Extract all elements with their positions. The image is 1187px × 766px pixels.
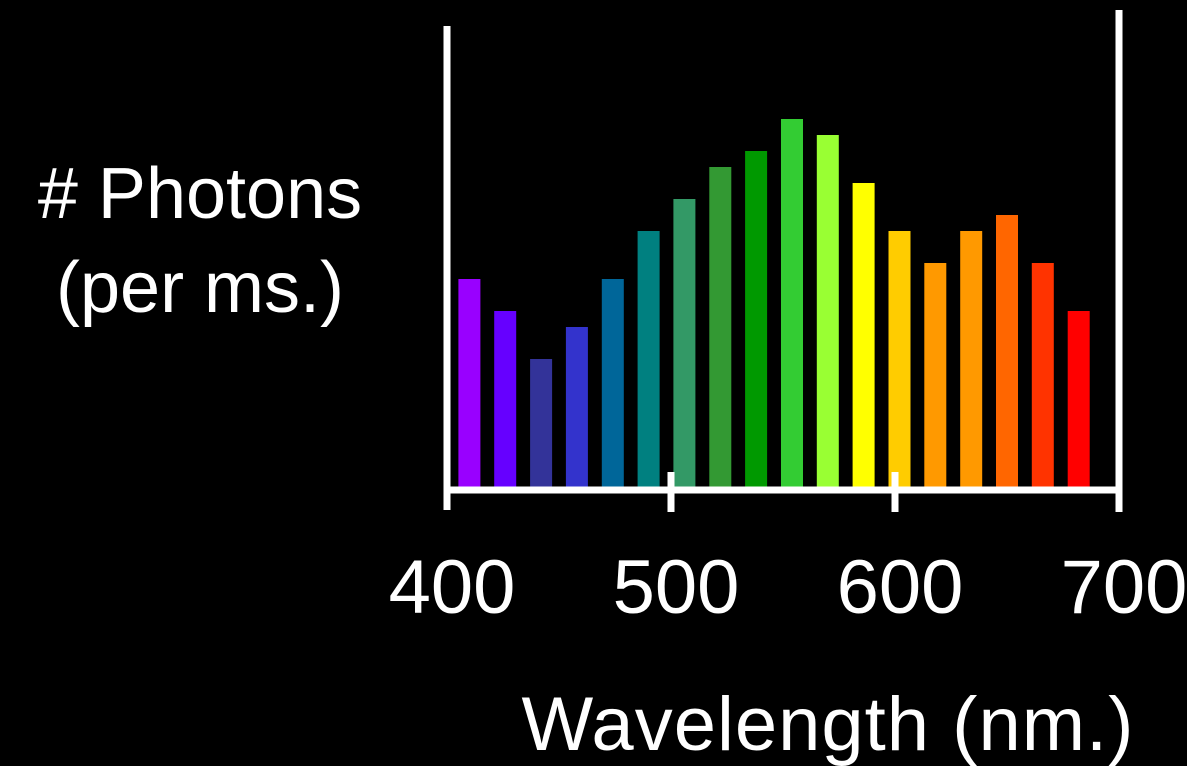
bar-410 — [458, 279, 481, 487]
bar-570 — [816, 135, 839, 487]
y-axis-title-line-1: # Photons — [38, 154, 362, 234]
bar-490 — [637, 231, 660, 487]
bar-442 — [530, 359, 553, 487]
axes — [443, 10, 1123, 512]
bar-682 — [1067, 311, 1090, 487]
bar-650 — [996, 215, 1018, 487]
x-tick-label-500: 500 — [613, 545, 740, 630]
bar-666 — [1031, 263, 1054, 487]
y-axis-title: # Photons (per ms.) — [38, 154, 362, 328]
bar-series — [458, 119, 1090, 487]
bar-426 — [494, 311, 517, 487]
x-tick-label-700: 700 — [1061, 545, 1187, 630]
bar-586 — [852, 183, 875, 487]
x-axis-tick-labels: 400 500 600 700 — [389, 545, 1187, 630]
bar-474 — [601, 279, 624, 487]
y-axis-title-line-2: (per ms.) — [56, 248, 344, 328]
bar-602 — [888, 231, 911, 487]
x-axis-ticks — [667, 472, 899, 512]
bar-506 — [673, 199, 696, 487]
bar-618 — [924, 263, 947, 487]
x-tick-label-600: 600 — [837, 545, 964, 630]
bar-634 — [960, 231, 983, 487]
bar-522 — [709, 167, 732, 487]
bar-458 — [565, 327, 588, 487]
x-tick-label-400: 400 — [389, 545, 516, 630]
bar-554 — [781, 119, 803, 487]
bar-538 — [745, 151, 768, 487]
x-axis-title: Wavelength (nm.) — [522, 682, 1135, 766]
